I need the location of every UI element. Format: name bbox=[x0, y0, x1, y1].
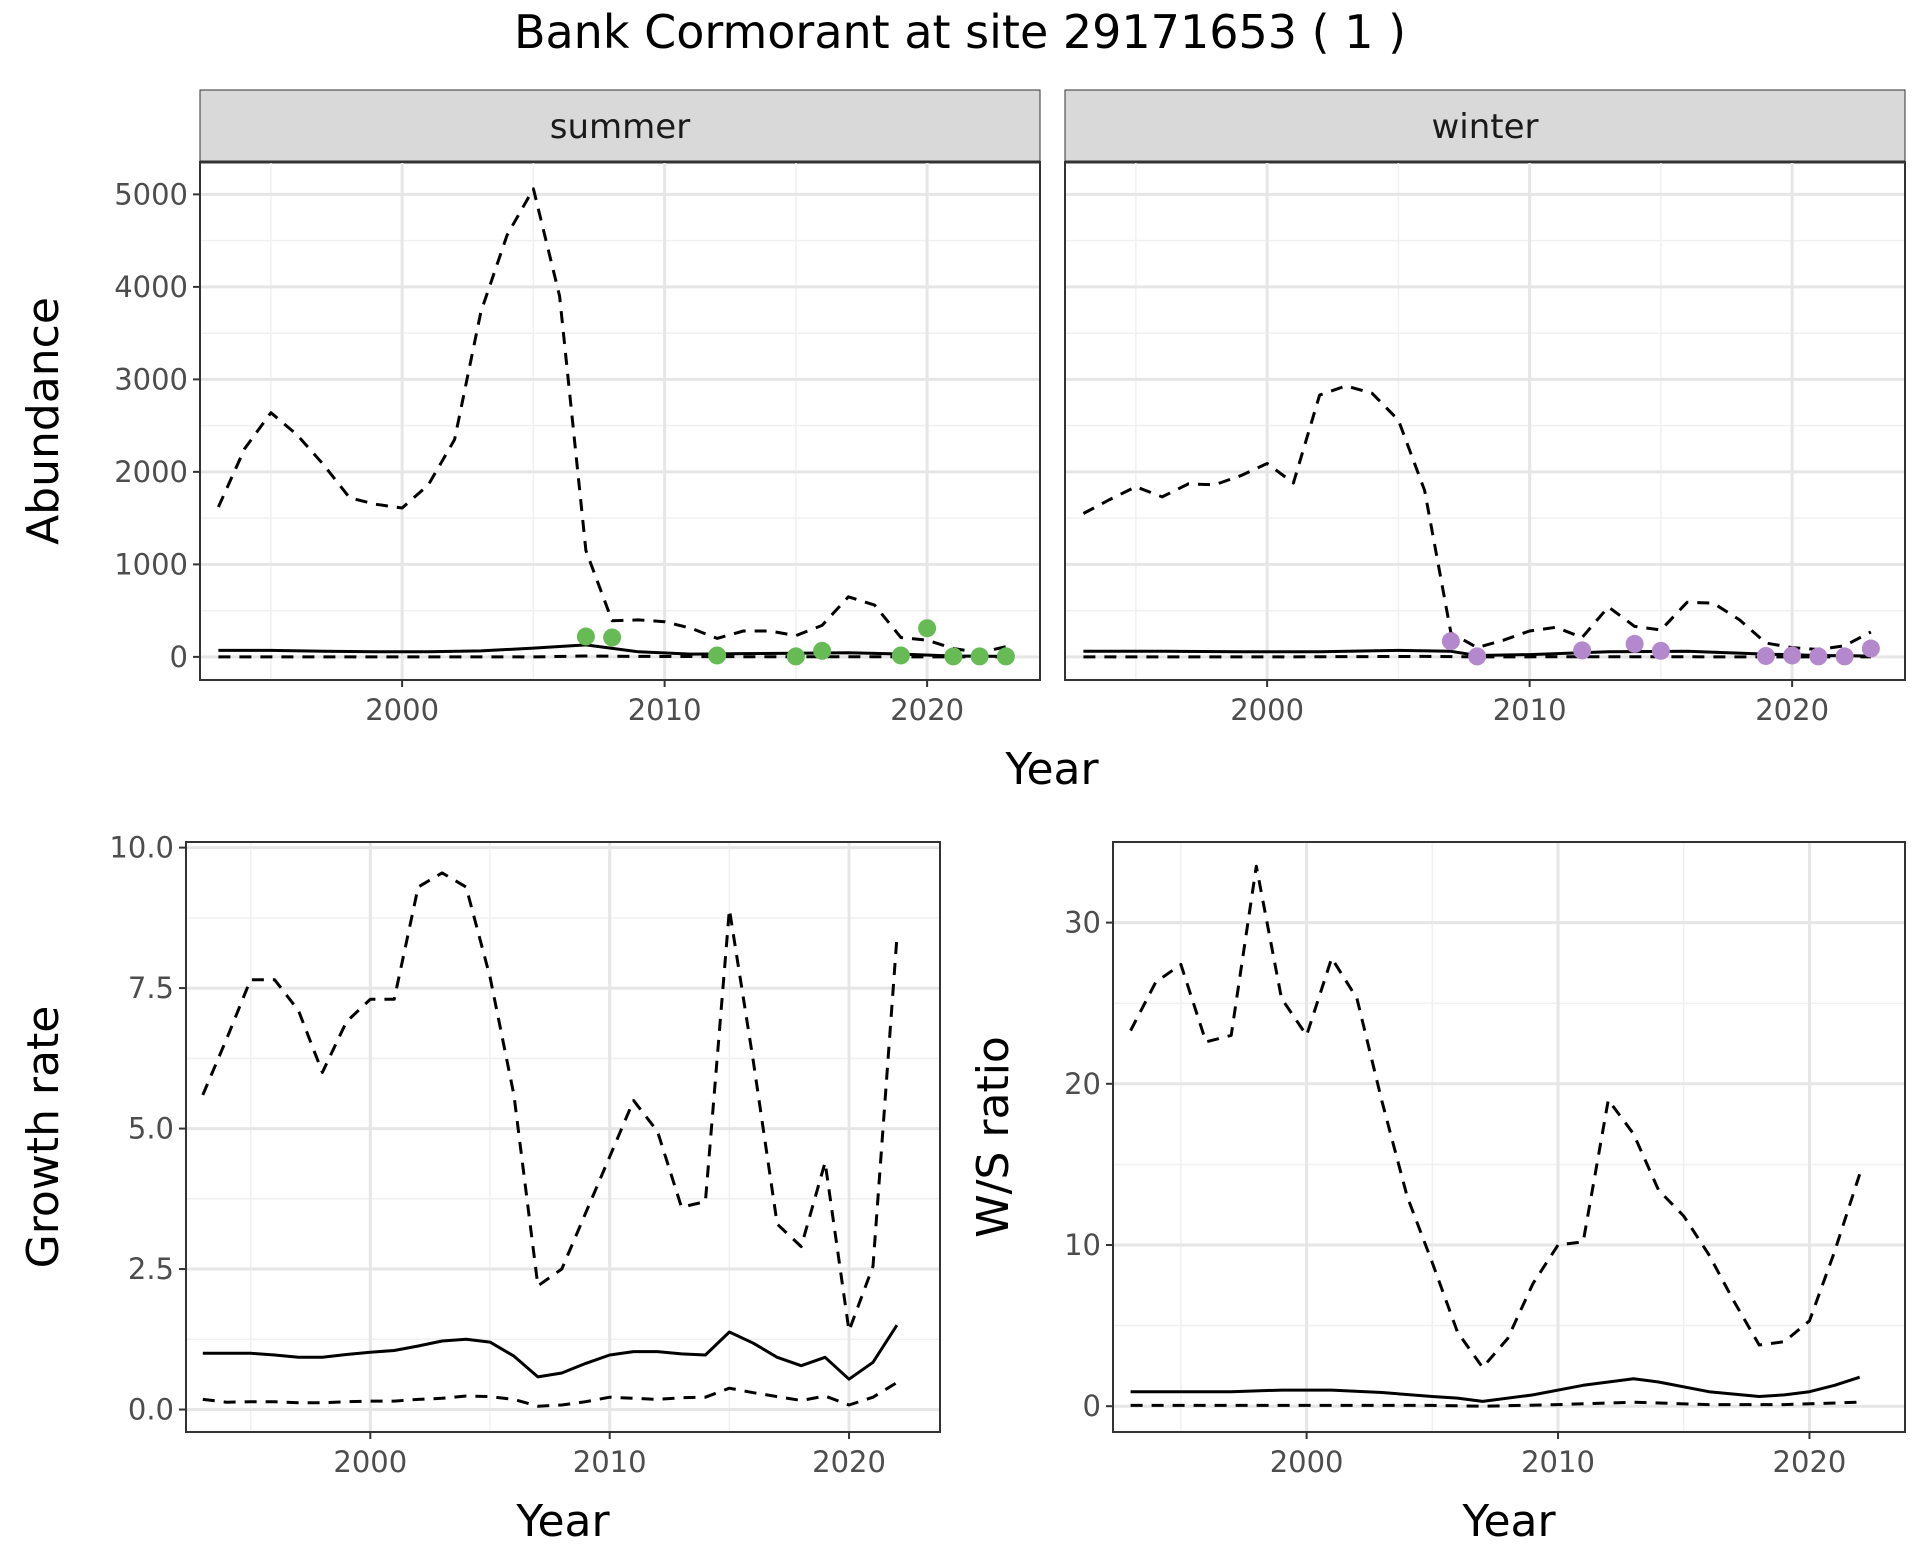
x-tick-label: 2000 bbox=[1230, 693, 1304, 727]
data-point bbox=[891, 646, 910, 665]
ws-ratio-axes: 2000 2010 2020 0 10 20 30 bbox=[1064, 906, 1846, 1479]
ws-ratio-y-axis-title: W/S ratio bbox=[968, 1036, 1019, 1238]
data-point bbox=[603, 628, 622, 647]
series-upper-line bbox=[1082, 384, 1872, 651]
abundance-x-axis-title: Year bbox=[1004, 744, 1099, 795]
series-estimate-line bbox=[1130, 1375, 1861, 1403]
abundance-summer-panel: summer bbox=[199, 89, 1041, 681]
abundance-winter-panel: winter bbox=[1064, 89, 1906, 681]
series-estimate-line bbox=[218, 643, 1006, 658]
ws-ratio-series bbox=[1129, 864, 1862, 1408]
data-point bbox=[813, 641, 832, 660]
growth-axes: 2000 2010 2020 0.0 2.5 5.0 7.5 10.0 bbox=[109, 831, 886, 1479]
strip-winter-background bbox=[1064, 89, 1906, 163]
data-point bbox=[1809, 647, 1828, 666]
ws-ratio-panel-border bbox=[1112, 841, 1906, 1433]
y-tick-label: 4000 bbox=[114, 270, 188, 304]
data-point bbox=[918, 619, 937, 638]
abundance-axes: 2000 2010 2020 2000 2010 2020 0 1000 2000 3000 400… bbox=[114, 177, 1829, 727]
ws-ratio-gridlines bbox=[1113, 842, 1905, 1432]
y-tick-label: 0.0 bbox=[128, 1393, 174, 1427]
series-upper-line bbox=[217, 187, 1007, 655]
data-point bbox=[1573, 641, 1592, 660]
ws-ratio-x-axis-title: Year bbox=[1461, 1496, 1556, 1547]
strip-summer-background bbox=[199, 89, 1041, 163]
y-tick-label: 0 bbox=[1083, 1389, 1101, 1423]
x-tick-label: 2000 bbox=[1270, 1445, 1344, 1479]
data-point bbox=[576, 627, 595, 646]
x-tick-label: 2010 bbox=[628, 693, 702, 727]
x-tick-label: 2020 bbox=[812, 1445, 886, 1479]
series-estimate-line bbox=[202, 1324, 899, 1381]
ws-ratio-panel: 2000 2010 2020 0 10 20 30 bbox=[1064, 841, 1906, 1479]
data-point bbox=[1783, 646, 1802, 665]
y-tick-label: 5000 bbox=[114, 177, 188, 211]
growth-x-axis-title: Year bbox=[515, 1496, 610, 1547]
y-tick-label: 20 bbox=[1064, 1067, 1101, 1101]
summer-points bbox=[576, 619, 1015, 666]
x-tick-label: 2010 bbox=[1521, 1445, 1595, 1479]
x-tick-label: 2010 bbox=[1493, 693, 1567, 727]
growth-panel-border bbox=[185, 841, 941, 1433]
data-point bbox=[708, 646, 727, 665]
x-tick-label: 2010 bbox=[573, 1445, 647, 1479]
y-tick-label: 30 bbox=[1064, 906, 1101, 940]
x-tick-label: 2020 bbox=[1755, 693, 1829, 727]
x-tick-label: 2000 bbox=[333, 1445, 407, 1479]
data-point bbox=[996, 647, 1015, 666]
x-tick-label: 2020 bbox=[890, 693, 964, 727]
series-upper-line bbox=[1129, 864, 1862, 1369]
winter-gridlines bbox=[1065, 162, 1905, 680]
figure-title: Bank Cormorant at site 29171653 ( 1 ) bbox=[514, 5, 1406, 59]
data-point bbox=[1651, 641, 1670, 660]
series-lower-line bbox=[1130, 1400, 1860, 1408]
summer-panel-border bbox=[199, 161, 1041, 681]
series-upper-line bbox=[201, 871, 899, 1333]
strip-summer-label: summer bbox=[550, 107, 690, 147]
y-tick-label: 3000 bbox=[114, 362, 188, 396]
data-point bbox=[1756, 646, 1775, 665]
growth-panel: 2000 2010 2020 0.0 2.5 5.0 7.5 10.0 bbox=[109, 831, 941, 1479]
y-tick-label: 5.0 bbox=[128, 1112, 174, 1146]
y-tick-label: 0 bbox=[170, 640, 188, 674]
data-point bbox=[1861, 639, 1880, 658]
growth-y-axis-title: Growth rate bbox=[18, 1006, 69, 1269]
data-point bbox=[944, 647, 963, 666]
x-tick-label: 2000 bbox=[365, 693, 439, 727]
winter-panel-border bbox=[1064, 161, 1906, 681]
y-tick-label: 7.5 bbox=[128, 971, 174, 1005]
data-point bbox=[1468, 647, 1487, 666]
growth-series bbox=[201, 871, 899, 1408]
summer-gridlines bbox=[200, 162, 1040, 680]
data-point bbox=[786, 647, 805, 666]
strip-winter-label: winter bbox=[1431, 107, 1538, 147]
data-point bbox=[1625, 634, 1644, 653]
data-point bbox=[1835, 647, 1854, 666]
data-point bbox=[970, 647, 989, 666]
y-tick-label: 1000 bbox=[114, 547, 188, 581]
winter-series bbox=[1082, 384, 1872, 659]
y-tick-label: 10.0 bbox=[109, 831, 174, 865]
summer-series bbox=[217, 187, 1007, 659]
series-lower-line bbox=[202, 1381, 898, 1408]
y-tick-label: 10 bbox=[1064, 1228, 1101, 1262]
y-tick-label: 2.5 bbox=[128, 1252, 174, 1286]
abundance-y-axis-title: Abundance bbox=[18, 297, 69, 545]
x-tick-label: 2020 bbox=[1773, 1445, 1847, 1479]
data-point bbox=[1441, 632, 1460, 651]
growth-gridlines bbox=[186, 842, 940, 1432]
winter-points bbox=[1441, 632, 1880, 666]
y-tick-label: 2000 bbox=[114, 455, 188, 489]
